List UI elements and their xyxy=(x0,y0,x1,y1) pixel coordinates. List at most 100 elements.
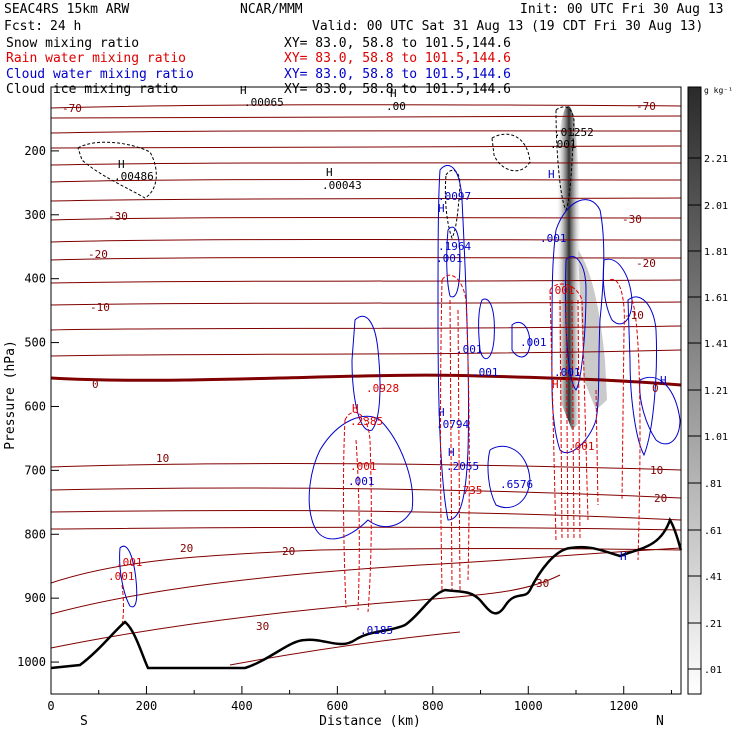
temperature-contour-label: -70 xyxy=(636,100,656,113)
value-label: .0097 xyxy=(438,190,471,203)
value-label: H xyxy=(660,374,667,387)
colorbar-label: .61 xyxy=(704,526,722,537)
temperature-contour-label: -10 xyxy=(624,309,644,322)
freezing-level-contour xyxy=(50,373,682,387)
x-tick-label: 0 xyxy=(47,699,54,713)
y-tick-label: 200 xyxy=(24,144,46,158)
axis-ticks xyxy=(50,150,672,694)
value-label: .0794 xyxy=(436,418,469,431)
temperature-contour-label: 0 xyxy=(652,382,659,395)
init-time: Init: 00 UTC Fri 30 Aug 13 xyxy=(520,2,724,17)
value-label: H xyxy=(352,402,359,415)
temperature-contour-label: -10 xyxy=(90,301,110,314)
value-label: .001 xyxy=(540,232,567,245)
value-label: .00065 xyxy=(244,96,284,109)
value-label: .001 xyxy=(550,138,577,151)
y-tick-label: 900 xyxy=(24,591,46,605)
field-xy-rain: XY= 83.0, 58.8 to 101.5,144.6 xyxy=(284,51,511,66)
field-xy-cloud-water: XY= 83.0, 58.8 to 101.5,144.6 xyxy=(284,67,511,82)
x-tick-label: 800 xyxy=(422,699,444,713)
temperature-contour-label: 30 xyxy=(536,577,549,590)
colorbar-label: 1.41 xyxy=(704,339,728,350)
value-label: .001 xyxy=(108,570,135,583)
colorbar-label: .21 xyxy=(704,619,722,630)
header: SEAC4RS 15km ARW NCAR/MMM Init: 00 UTC F… xyxy=(4,2,724,34)
x-end-label-south: S xyxy=(80,714,88,729)
value-label: .00 xyxy=(386,100,406,113)
field-name-rain: Rain water mixing ratio xyxy=(6,51,186,66)
value-label: .001 xyxy=(554,366,581,379)
field-xy-snow: XY= 83.0, 58.8 to 101.5,144.6 xyxy=(284,36,511,51)
rain-water-contours xyxy=(121,274,641,626)
colorbar-unit: g kg⁻¹ xyxy=(704,86,733,95)
temperature-contour-label: -20 xyxy=(88,248,108,261)
x-tick-labels: 0 200 400 600 800 1000 1200 xyxy=(47,699,638,713)
temperature-contour-label: 20 xyxy=(654,492,667,505)
valid-time: Valid: 00 UTC Sat 31 Aug 13 (19 CDT Fri … xyxy=(312,19,703,34)
y-tick-label: 700 xyxy=(24,463,46,477)
field-name-cloud-ice: Cloud ice mixing ratio xyxy=(6,82,178,97)
field-name-snow: Snow mixing ratio xyxy=(6,36,139,51)
y-tick-labels: 200 300 400 500 600 700 800 900 1000 xyxy=(17,144,46,669)
temperature-contour-label: 30 xyxy=(256,620,269,633)
temperature-contour-label: -30 xyxy=(108,210,128,223)
colorbar-label: .81 xyxy=(704,479,722,490)
value-label: .001 xyxy=(520,336,547,349)
y-tick-label: 1000 xyxy=(17,655,46,669)
value-label: H xyxy=(326,166,333,179)
value-label: .0928 xyxy=(366,382,399,395)
cloud-water-contours xyxy=(119,165,681,608)
y-tick-label: 800 xyxy=(24,527,46,541)
temperature-contour-label: 20 xyxy=(282,545,295,558)
field-legend: Snow mixing ratio XY= 83.0, 58.8 to 101.… xyxy=(6,36,511,97)
y-tick-label: 400 xyxy=(24,272,46,286)
temperature-contour-label: 0 xyxy=(92,378,99,391)
x-axis-label: Distance (km) xyxy=(319,714,421,729)
value-labels: H.00486 H.00043H.00065.00H.01252.001H.009… xyxy=(108,84,667,637)
value-label: .0185 xyxy=(360,624,393,637)
snow-shading xyxy=(556,106,607,430)
value-label: .001 xyxy=(472,366,499,379)
forecast-label: Fcst: xyxy=(4,19,43,34)
value-label: .735 xyxy=(456,484,483,497)
temperature-contour-label: 20 xyxy=(180,542,193,555)
value-label: .001 xyxy=(116,556,143,569)
value-label: H xyxy=(448,446,455,459)
colorbar-label: 2.21 xyxy=(704,154,728,165)
x-tick-label: 200 xyxy=(136,699,158,713)
y-axis-label: Pressure (hPa) xyxy=(3,340,18,450)
plot-frame xyxy=(50,86,682,695)
value-label: .001 xyxy=(348,475,375,488)
temperature-contour-label: 10 xyxy=(156,452,169,465)
value-label: H xyxy=(390,87,397,100)
x-tick-label: 1200 xyxy=(609,699,638,713)
value-label: .001 xyxy=(436,252,463,265)
temperature-labels: -70 -70 -30 -30 -20 -20 -10 -10 0 0 10 10 20 20 20 30 30 xyxy=(62,100,667,633)
value-label: .001 xyxy=(456,343,483,356)
value-label: .01252 xyxy=(554,126,594,139)
value-label: H xyxy=(118,158,125,171)
value-label: H xyxy=(552,378,559,391)
value-label: .001 xyxy=(548,284,575,297)
value-label: H xyxy=(240,84,247,97)
value-label: .6576 xyxy=(500,478,533,491)
colorbar-label: 1.21 xyxy=(704,386,728,397)
org-name: NCAR/MMM xyxy=(240,2,303,17)
model-name: SEAC4RS 15km ARW xyxy=(4,2,129,17)
x-tick-label: 400 xyxy=(231,699,253,713)
colorbar-label: .41 xyxy=(704,572,722,583)
temperature-contour-label: -20 xyxy=(636,257,656,270)
colorbar-label: 1.81 xyxy=(704,247,728,258)
value-label: H xyxy=(438,406,445,419)
field-name-cloud-water: Cloud water mixing ratio xyxy=(6,67,194,82)
colorbar-ticks xyxy=(688,157,701,670)
y-tick-label: 600 xyxy=(24,399,46,413)
value-label: H xyxy=(620,550,627,563)
value-label: H xyxy=(438,202,445,215)
colorbar-labels: 2.21 2.01 1.81 1.61 1.41 1.21 1.01 .81 .61 .41 .21… xyxy=(704,154,728,676)
value-label: .00043 xyxy=(322,179,362,192)
value-label: .2385 xyxy=(350,415,383,428)
temperature-contour-label: 10 xyxy=(650,464,663,477)
y-tick-label: 500 xyxy=(24,336,46,350)
